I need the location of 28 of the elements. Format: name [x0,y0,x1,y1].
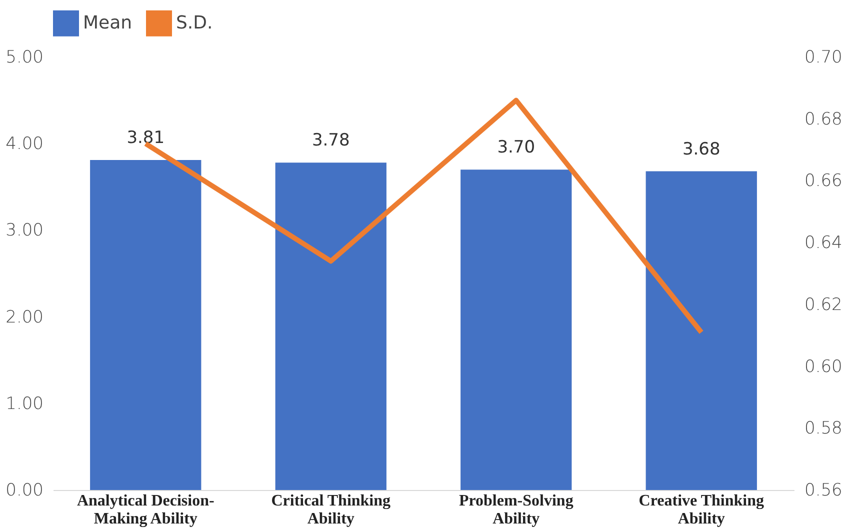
y-tick-label: 5.00 [6,48,44,68]
y-tick-label: 4.00 [6,134,44,154]
y-tick-label: 1.00 [6,394,44,414]
y2-tick-label: 0.58 [804,418,842,439]
bar [275,162,386,490]
y2-tick-label: 0.60 [804,356,842,377]
y2-tick-label: 0.68 [804,109,842,130]
y-tick-label: 2.00 [6,307,44,328]
x-tick-label: Creative Thinking Ability [638,492,764,528]
legend-label: Mean [83,12,132,34]
x-tick-label: Critical Thinking Ability [271,492,391,528]
bar [646,171,757,490]
y2-tick-label: 0.56 [804,480,842,500]
y2-tick-label: 0.62 [804,294,842,315]
data-label: 3.78 [312,130,350,151]
legend-label: S.D. [176,12,213,34]
data-label: 3.70 [497,138,536,158]
y2-tick-label: 0.66 [804,171,842,192]
y2-tick-label: 0.64 [804,233,842,254]
data-label: 3.68 [682,139,720,160]
x-tick-label: Analytical Decision-Making Ability [76,492,214,528]
y-tick-label: 3.00 [6,220,44,241]
bar [460,170,572,490]
x-tick-label: Problem-Solving Ability [458,492,574,528]
data-label: 3.81 [126,128,165,148]
y-tick-label: 0.00 [6,480,44,500]
y2-tick-label: 0.70 [804,48,842,68]
bar [90,160,202,490]
